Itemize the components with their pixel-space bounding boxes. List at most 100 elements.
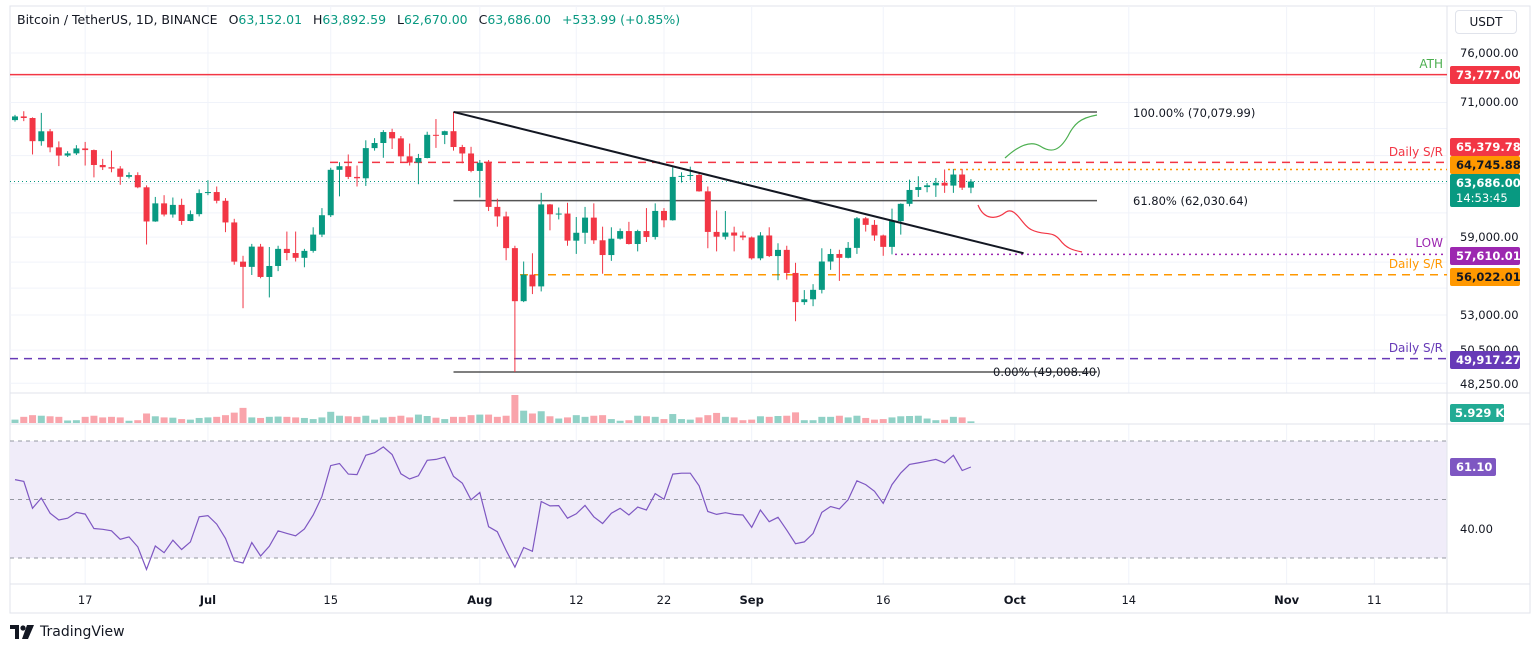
candle[interactable] — [143, 185, 150, 245]
candle[interactable] — [573, 217, 580, 254]
candle[interactable] — [99, 158, 106, 171]
candle[interactable] — [248, 243, 255, 276]
candle[interactable] — [47, 129, 54, 153]
candle[interactable] — [827, 248, 834, 270]
symbol-title[interactable]: Bitcoin / TetherUS, 1D, BINANCE — [17, 12, 218, 27]
candle[interactable] — [669, 167, 676, 221]
candle[interactable] — [967, 179, 974, 194]
candle[interactable] — [652, 203, 659, 240]
candle[interactable] — [476, 159, 483, 198]
candle[interactable] — [380, 130, 387, 158]
candle[interactable] — [906, 179, 913, 207]
candle[interactable] — [266, 246, 273, 298]
candle[interactable] — [546, 203, 553, 231]
candle[interactable] — [468, 146, 475, 173]
candle[interactable] — [687, 166, 694, 181]
candle[interactable] — [774, 243, 781, 281]
candle[interactable] — [117, 166, 124, 185]
candle[interactable] — [660, 208, 667, 228]
candle[interactable] — [178, 198, 185, 225]
candle[interactable] — [283, 231, 290, 261]
candle[interactable] — [678, 172, 685, 183]
candle[interactable] — [932, 177, 939, 197]
candle[interactable] — [845, 242, 852, 259]
candle[interactable] — [959, 168, 966, 190]
candle[interactable] — [134, 172, 141, 189]
candle[interactable] — [704, 186, 711, 249]
candle[interactable] — [204, 180, 211, 196]
candle[interactable] — [389, 128, 396, 149]
candle[interactable] — [29, 117, 36, 155]
candle[interactable] — [292, 231, 299, 262]
candle[interactable] — [818, 248, 825, 294]
time-axis[interactable]: 17 Jul 15 Aug 12 22 Sep 16 Oct 14 Nov 11 — [78, 593, 1382, 607]
candle[interactable] — [924, 183, 931, 193]
candle[interactable] — [853, 217, 860, 254]
candle[interactable] — [801, 290, 808, 305]
candle[interactable] — [327, 167, 334, 218]
candle[interactable] — [617, 228, 624, 240]
candle[interactable] — [397, 136, 404, 162]
candle[interactable] — [862, 217, 869, 232]
candle[interactable] — [792, 262, 799, 322]
candle[interactable] — [345, 154, 352, 180]
candle[interactable] — [634, 229, 641, 252]
candle[interactable] — [748, 236, 755, 260]
candle[interactable] — [126, 172, 133, 179]
candle[interactable] — [625, 221, 632, 245]
candle[interactable] — [213, 186, 220, 204]
candle[interactable] — [941, 169, 948, 193]
candle[interactable] — [810, 284, 817, 307]
candle[interactable] — [897, 203, 904, 235]
candle[interactable] — [187, 210, 194, 222]
candle[interactable] — [450, 111, 457, 151]
candle[interactable] — [766, 227, 773, 258]
candle[interactable] — [354, 165, 361, 187]
candle[interactable] — [310, 227, 317, 253]
candle[interactable] — [196, 189, 203, 217]
candle[interactable] — [161, 195, 168, 217]
candle[interactable] — [301, 248, 308, 268]
drawings[interactable] — [453, 110, 1098, 255]
candle[interactable] — [371, 138, 378, 151]
candle[interactable] — [696, 172, 703, 192]
candle[interactable] — [520, 261, 527, 303]
candle[interactable] — [38, 112, 45, 146]
candle[interactable] — [336, 162, 343, 197]
candle[interactable] — [950, 168, 957, 193]
candles[interactable] — [12, 111, 974, 372]
candle[interactable] — [608, 227, 615, 261]
candle[interactable] — [82, 141, 89, 166]
candle[interactable] — [441, 130, 448, 145]
candle[interactable] — [739, 231, 746, 241]
candle[interactable] — [432, 119, 439, 148]
candle[interactable] — [362, 140, 369, 186]
candle[interactable] — [64, 151, 71, 157]
candle[interactable] — [555, 207, 562, 220]
candle[interactable] — [529, 253, 536, 295]
candle[interactable] — [152, 196, 159, 222]
candle[interactable] — [643, 208, 650, 243]
candle[interactable] — [406, 143, 413, 166]
bullish-path-arrow[interactable] — [1004, 114, 1098, 159]
candle[interactable] — [564, 202, 571, 246]
candle[interactable] — [240, 255, 247, 309]
candle[interactable] — [318, 208, 325, 238]
candle[interactable] — [599, 226, 606, 274]
currency-button[interactable]: USDT — [1455, 10, 1517, 34]
candle[interactable] — [415, 153, 422, 185]
candle[interactable] — [424, 131, 431, 159]
candle[interactable] — [722, 211, 729, 240]
candle[interactable] — [836, 249, 843, 281]
candle[interactable] — [73, 145, 80, 156]
candle[interactable] — [231, 218, 238, 265]
candle[interactable] — [713, 210, 720, 252]
candle[interactable] — [582, 206, 589, 244]
candle[interactable] — [275, 245, 282, 272]
symbol-legend[interactable]: Bitcoin / TetherUS, 1D, BINANCE O63,152.… — [17, 12, 680, 27]
candle[interactable] — [757, 232, 764, 261]
candle[interactable] — [222, 198, 229, 233]
candle[interactable] — [494, 198, 501, 227]
candle[interactable] — [731, 226, 738, 252]
